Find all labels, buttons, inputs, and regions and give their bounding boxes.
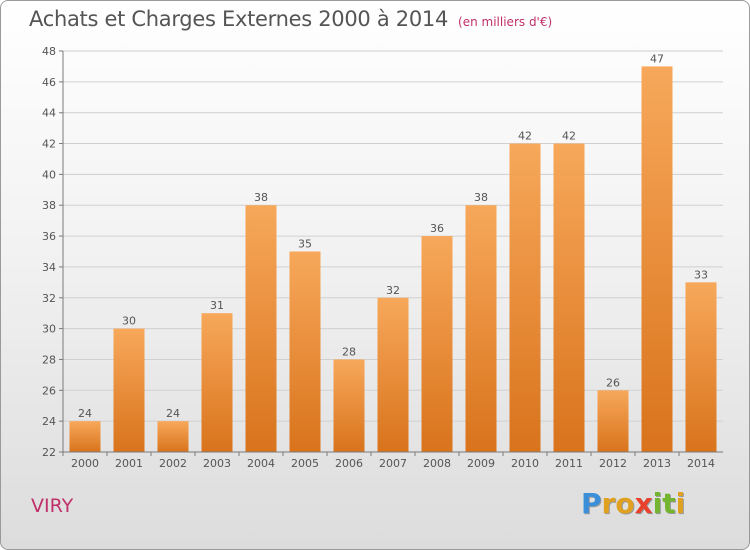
bar-2001 (113, 328, 145, 452)
data-label: 26 (606, 376, 620, 389)
x-tick-label: 2003 (203, 457, 231, 470)
y-tick-label: 44 (42, 107, 56, 120)
y-tick-label: 48 (42, 45, 56, 58)
x-tick-label: 2011 (555, 457, 583, 470)
x-tick-label: 2013 (643, 457, 671, 470)
x-tick-label: 2004 (247, 457, 275, 470)
bar-2000 (69, 421, 101, 452)
logo-letter: i (675, 487, 686, 520)
bar-2005 (289, 251, 321, 452)
x-tick-label: 2009 (467, 457, 495, 470)
data-label: 24 (78, 407, 92, 420)
y-tick-label: 46 (42, 76, 56, 89)
logo-letter: x (634, 487, 653, 520)
x-tick-label: 2007 (379, 457, 407, 470)
data-label: 33 (694, 268, 708, 281)
bar-2002 (157, 421, 189, 452)
bar-2003 (201, 313, 233, 452)
data-label: 28 (342, 345, 356, 358)
chart-title: Achats et Charges Externes 2000 à 2014 (e… (29, 7, 552, 31)
data-label: 24 (166, 407, 180, 420)
bar-2011 (553, 143, 585, 453)
x-tick-label: 2010 (511, 457, 539, 470)
y-tick-label: 24 (42, 415, 56, 428)
data-label: 38 (474, 191, 488, 204)
y-tick-label: 38 (42, 199, 56, 212)
logo-letter: P (581, 487, 602, 520)
logo-letter: t (662, 487, 676, 520)
x-tick-label: 2008 (423, 457, 451, 470)
data-label: 47 (650, 52, 664, 65)
y-tick-label: 32 (42, 292, 56, 305)
data-label: 42 (562, 130, 576, 143)
logo-letter: o (615, 487, 635, 520)
y-tick-label: 42 (42, 138, 56, 151)
bar-2006 (333, 359, 365, 452)
x-tick-label: 2005 (291, 457, 319, 470)
bars (69, 66, 717, 453)
bar-2007 (377, 297, 409, 452)
y-tick-label: 30 (42, 323, 56, 336)
chart-unit: (en milliers d'€) (458, 15, 553, 29)
bar-2004 (245, 205, 277, 452)
logo-letter: i (652, 487, 663, 520)
x-tick-label: 2014 (687, 457, 715, 470)
x-tick-label: 2002 (159, 457, 187, 470)
city-name: VIRY (31, 495, 74, 517)
data-label: 38 (254, 191, 268, 204)
bar-2010 (509, 143, 541, 453)
data-label: 42 (518, 130, 532, 143)
bar-2012 (597, 390, 629, 452)
x-tick-label: 2001 (115, 457, 143, 470)
data-label: 32 (386, 284, 400, 297)
bar-2009 (465, 205, 497, 452)
y-tick-label: 40 (42, 168, 56, 181)
data-label: 31 (210, 299, 224, 312)
x-tick-label: 2012 (599, 457, 627, 470)
proxiti-logo: Proxiti (581, 487, 685, 520)
logo-letter: r (601, 487, 616, 520)
y-tick-label: 34 (42, 261, 56, 274)
chart-title-text: Achats et Charges Externes 2000 à 2014 (29, 7, 449, 31)
y-tick-label: 26 (42, 384, 56, 397)
bar-2008 (421, 236, 453, 452)
y-tick-label: 36 (42, 230, 56, 243)
axes: 22 24 26 28 30 32 34 36 38 40 42 44 46 48 2000 2001 2002… (42, 45, 723, 470)
x-tick-label: 2006 (335, 457, 363, 470)
bar-2013 (641, 66, 673, 452)
data-label: 30 (122, 315, 136, 328)
data-labels: 24 30 24 31 38 35 28 32 36 38 42 42 26 47 33 (78, 52, 708, 420)
y-tick-label: 28 (42, 353, 56, 366)
data-label: 35 (298, 238, 312, 251)
x-tick-label: 2000 (71, 457, 99, 470)
bar-2014 (685, 282, 717, 452)
data-label: 36 (430, 222, 444, 235)
y-tick-label: 22 (42, 446, 56, 459)
